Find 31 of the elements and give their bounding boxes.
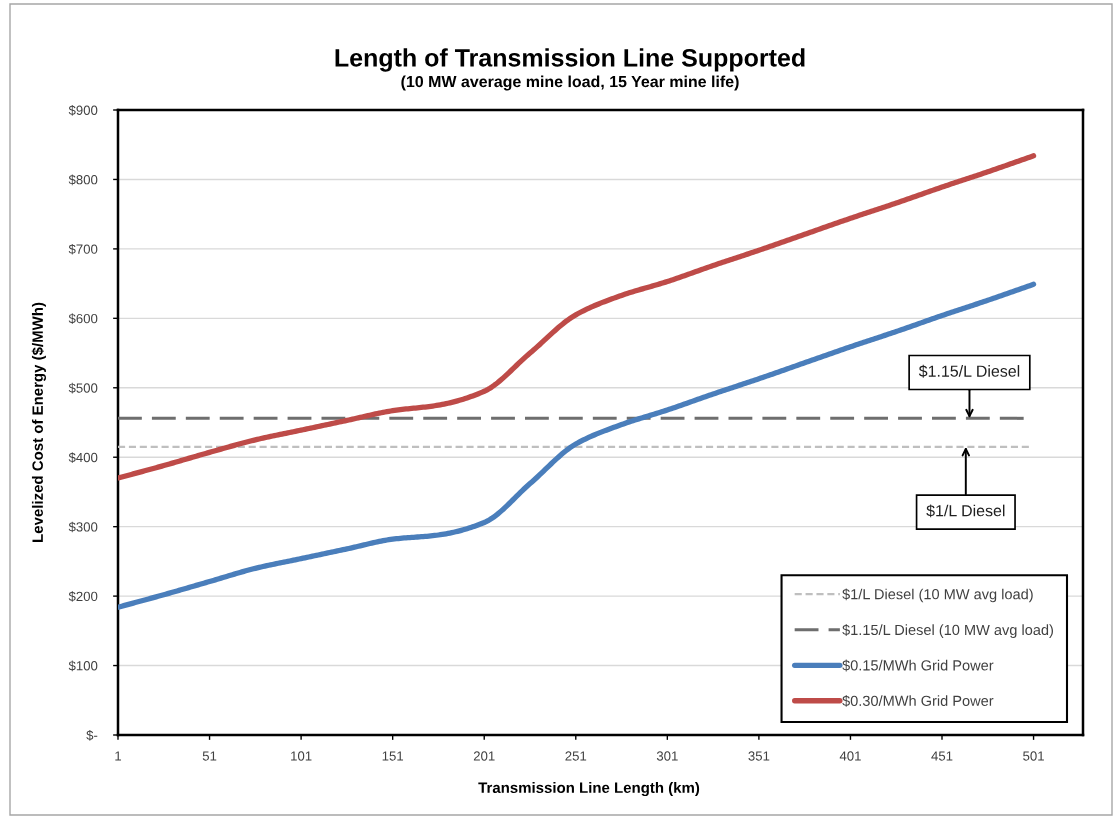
- annotation: $1/L Diesel: [926, 504, 1005, 518]
- x-tick-label: 301: [656, 751, 678, 761]
- chart-subtitle: (10 MW average mine load, 15 Year mine life): [401, 75, 739, 91]
- x-tick-label: 501: [1023, 751, 1044, 761]
- x-tick-label: 251: [565, 751, 587, 761]
- legend-label: $1.15/L Diesel (10 MW avg load): [842, 624, 1053, 638]
- x-tick-label: 51: [202, 751, 217, 761]
- legend-label: $1/L Diesel (10 MW avg load): [842, 588, 1033, 603]
- y-tick-label: $200: [68, 591, 98, 602]
- y-axis-title: Levelized Cost of Energy ($/MWh): [31, 302, 46, 542]
- y-tick-label: $100: [68, 660, 98, 672]
- y-tick-label: $600: [68, 313, 98, 325]
- y-tick-label: $400: [68, 452, 98, 463]
- annotation: $1.15/L Diesel: [918, 364, 1020, 378]
- y-tick-label: $800: [68, 174, 98, 186]
- x-tick-label: 1: [115, 751, 122, 761]
- x-axis-title: Transmission Line Length (km): [478, 782, 700, 797]
- x-tick-label: 351: [748, 751, 770, 761]
- legend-label: $0.15/MWh Grid Power: [842, 659, 994, 672]
- y-tick-label: $700: [68, 243, 98, 255]
- x-tick-label: 451: [931, 751, 953, 761]
- x-tick-label: 201: [473, 751, 495, 761]
- chart-title: Length of Transmission Line Supported: [335, 48, 805, 72]
- y-tick-label: $-: [86, 730, 98, 741]
- y-tick-label: $900: [68, 105, 98, 116]
- x-tick-label: 101: [291, 751, 312, 761]
- x-tick-label: 401: [839, 751, 861, 761]
- legend-label: $0.30/MWh Grid Power: [842, 695, 994, 707]
- y-tick-label: $300: [68, 521, 98, 533]
- y-tick-label: $500: [68, 382, 98, 394]
- x-tick-label: 151: [382, 751, 404, 761]
